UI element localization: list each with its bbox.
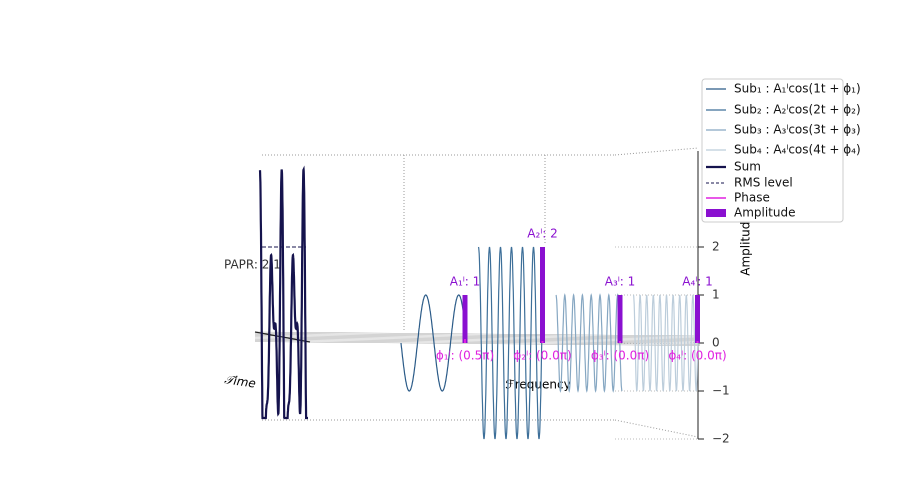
papr-label: PAPR: 2.1 [224, 258, 281, 272]
x-axis-label: 𝒯ime [223, 372, 256, 390]
legend-label: Sub₁ : A₁ˡcos(1t + ϕ₁) [734, 82, 861, 96]
legend-label: Sum [734, 160, 761, 174]
z-tick-label: 1 [712, 288, 720, 302]
z-tick-label: −1 [712, 384, 730, 398]
subcarrier-wave [632, 294, 701, 392]
subcarrier-wave [400, 294, 468, 392]
legend-label: Amplitude [734, 206, 796, 220]
subcarrier-wave [555, 293, 623, 393]
amplitude-bar [617, 295, 623, 343]
amplitude-bar [462, 295, 468, 343]
amplitude-bar [540, 247, 545, 343]
floor-line [254, 338, 701, 344]
legend-label: Sub₃ : A₃ˡcos(3t + ϕ₃) [734, 123, 861, 137]
floor-line [254, 332, 701, 338]
amplitude-label: A₂ˡ: 2 [527, 227, 558, 241]
amplitude-label: A₁ˡ: 1 [450, 275, 481, 289]
floor-line [254, 341, 701, 346]
z-tick-label: 2 [712, 240, 720, 254]
floor-line [254, 336, 701, 342]
legend-swatch [706, 209, 726, 217]
pane-grid [262, 147, 699, 438]
legend-box [701, 78, 844, 223]
legend: Sub₁ : A₁ˡcos(1t + ϕ₁) Sub₂ : A₂ˡcos(2t +… [701, 78, 861, 223]
legend-label: RMS level [734, 176, 793, 190]
y-axis-label: ℱrequency [505, 378, 570, 392]
floor-line [254, 337, 701, 343]
floor-line [254, 334, 701, 339]
legend-label: Sub₄ : A₄ˡcos(4t + ϕ₄) [734, 143, 861, 157]
floor-line [254, 335, 701, 340]
amplitude-label: A₃ˡ: 1 [605, 275, 636, 289]
phase-label: ϕ₂ˡ: (0.0π) [513, 349, 571, 363]
z-axis-label: Amplitude [739, 214, 753, 276]
subcarrier-wave [477, 246, 546, 440]
legend-label: Sub₂ : A₂ˡcos(2t + ϕ₂) [734, 103, 861, 117]
floor-line [254, 331, 701, 337]
floor-line [254, 340, 701, 345]
phase-label: ϕ₁ˡ: (0.5π) [436, 349, 494, 363]
legend-label: Phase [734, 191, 770, 205]
z-tick-label: −2 [712, 432, 730, 446]
z-tick-label: 0 [712, 336, 720, 350]
phase-label: ϕ₄ˡ: (0.0π) [668, 349, 726, 363]
phase-label: ϕ₃ˡ: (0.0π) [591, 349, 649, 363]
amplitude-label: A₄ˡ: 1 [682, 275, 713, 289]
amplitude-bar [695, 295, 700, 343]
sum-wave [258, 165, 308, 420]
